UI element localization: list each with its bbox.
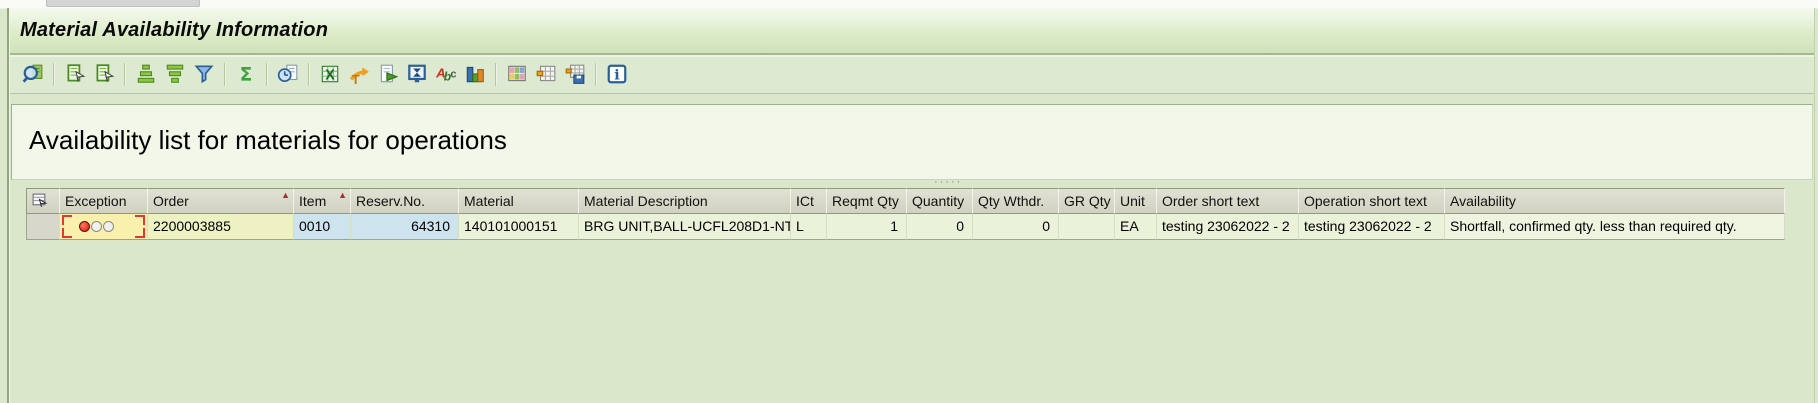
cell-order-short-text[interactable]: testing 23062022 - 2	[1157, 214, 1299, 240]
choose-layout-icon[interactable]	[503, 61, 530, 88]
xxl-export-icon[interactable]	[403, 61, 430, 88]
cell-reserv-no[interactable]: 64310	[351, 214, 459, 240]
red-traffic-light-icon	[79, 221, 142, 232]
export-excel-icon[interactable]: X	[316, 61, 343, 88]
alv-grid: Exception Order ▲ Item ▲ Reserv.No. Materi…	[26, 188, 1785, 240]
toolbar-separator	[53, 62, 54, 86]
col-header-exception[interactable]: Exception	[60, 188, 148, 214]
cell-item[interactable]: 0010	[294, 214, 351, 240]
display-detail-icon[interactable]	[90, 61, 117, 88]
cell-operation-short-text[interactable]: testing 23062022 - 2	[1299, 214, 1445, 240]
col-header-material[interactable]: Material	[459, 188, 579, 214]
total-icon[interactable]: Σ	[232, 61, 259, 88]
cell-reqmt-qty[interactable]: 1	[827, 214, 907, 240]
col-header-operation-short-text[interactable]: Operation short text	[1299, 188, 1445, 214]
col-header-order-short-text[interactable]: Order short text	[1157, 188, 1299, 214]
word-processing-icon[interactable]: T	[345, 61, 372, 88]
svg-text:X: X	[325, 68, 335, 84]
sort-ascending-icon[interactable]	[132, 61, 159, 88]
sort-descending-icon[interactable]	[161, 61, 188, 88]
svg-text:c: c	[450, 68, 456, 80]
cell-quantity[interactable]: 0	[907, 214, 973, 240]
toolbar-separator	[308, 62, 309, 86]
select-all-icon	[32, 193, 48, 208]
sort-ascending-indicator: ▲	[338, 190, 347, 200]
details-icon[interactable]	[19, 61, 46, 88]
information-icon[interactable]: i	[603, 61, 630, 88]
yellow-lamp-off	[91, 221, 102, 232]
svg-text:A: A	[435, 65, 446, 80]
svg-text:i: i	[614, 68, 620, 84]
row-selector-cell[interactable]	[26, 214, 60, 240]
col-header-order[interactable]: Order ▲	[148, 188, 294, 214]
select-all-button[interactable]	[26, 188, 60, 214]
col-header-quantity[interactable]: Quantity	[907, 188, 973, 214]
col-header-item[interactable]: Item ▲	[294, 188, 351, 214]
svg-text:Σ: Σ	[239, 65, 252, 85]
col-header-gr-qty[interactable]: GR Qty	[1059, 188, 1115, 214]
screen-left-border	[7, 8, 9, 403]
cell-material-description[interactable]: BRG UNIT,BALL-UCFL208D1-NTN	[579, 214, 791, 240]
col-header-ict[interactable]: ICt	[791, 188, 827, 214]
graphic-icon[interactable]	[461, 61, 488, 88]
toolbar-separator	[124, 62, 125, 86]
change-layout-icon[interactable]	[532, 61, 559, 88]
toolbar-separator	[595, 62, 596, 86]
toolbar-separator	[224, 62, 225, 86]
col-header-reserv-no[interactable]: Reserv.No.	[351, 188, 459, 214]
svg-text:b: b	[443, 70, 451, 84]
sort-ascending-indicator: ▲	[281, 190, 290, 200]
table-grip-handle[interactable]: ·····	[934, 176, 963, 188]
green-lamp-off	[103, 221, 114, 232]
cell-order[interactable]: 2200003885	[148, 214, 294, 240]
cell-exception[interactable]	[60, 214, 148, 240]
toolbar-separator	[495, 62, 496, 86]
table-row: 2200003885 0010 64310 140101000151 BRG U…	[26, 214, 1785, 240]
cell-ict[interactable]: L	[791, 214, 827, 240]
cell-material[interactable]: 140101000151	[459, 214, 579, 240]
col-header-qty-wthdr[interactable]: Qty Wthdr.	[973, 188, 1059, 214]
title-bar: Material Availability Information	[9, 8, 1814, 55]
col-header-availability[interactable]: Availability	[1445, 188, 1785, 214]
print-preview-icon[interactable]	[274, 61, 301, 88]
cell-availability[interactable]: Shortfall, confirmed qty. less than requ…	[1445, 214, 1785, 240]
choose-detail-icon[interactable]	[61, 61, 88, 88]
list-header-panel: Availability list for materials for oper…	[11, 104, 1813, 180]
cell-qty-wthdr[interactable]: 0	[973, 214, 1059, 240]
red-lamp	[79, 221, 90, 232]
svg-text:T: T	[351, 72, 359, 85]
col-header-reqmt-qty[interactable]: Reqmt Qty	[827, 188, 907, 214]
save-layout-icon[interactable]	[561, 61, 588, 88]
page-title: Material Availability Information	[20, 19, 329, 41]
screen-right-border	[1814, 8, 1815, 403]
toolbar-separator	[266, 62, 267, 86]
cell-unit[interactable]: EA	[1115, 214, 1157, 240]
set-filter-icon[interactable]	[190, 61, 217, 88]
col-header-material-description[interactable]: Material Description	[579, 188, 791, 214]
col-header-unit[interactable]: Unit	[1115, 188, 1157, 214]
cell-gr-qty[interactable]	[1059, 214, 1115, 240]
list-title: Availability list for materials for oper…	[29, 125, 507, 155]
grid-header-row: Exception Order ▲ Item ▲ Reserv.No. Materi…	[26, 188, 1785, 214]
local-file-icon[interactable]	[374, 61, 401, 88]
window-fragment	[46, 0, 200, 7]
